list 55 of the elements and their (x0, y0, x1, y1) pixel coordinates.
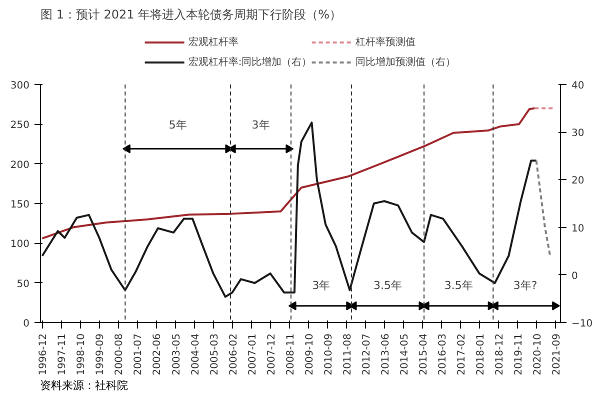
x-tick-label: 2014-05 (399, 333, 410, 376)
y-tick-label: 250 (10, 120, 30, 132)
legend-label: 宏观杠杆率 (188, 36, 238, 49)
annotation: 3年? (513, 279, 538, 292)
x-tick-label: 1996-12 (38, 333, 50, 376)
x-tick-label: 2007-12 (266, 333, 278, 376)
x-tick-label: 2016-03 (437, 333, 448, 376)
legend-label: 同比增加预测值（右） (356, 56, 456, 69)
y2-tick-label: 40 (572, 80, 584, 92)
annotation: 3年 (312, 279, 330, 292)
x-tick-label: 1999-09 (95, 333, 106, 376)
x-tick-label: 2018-01 (475, 333, 486, 376)
x-tick-label: 2007-01 (247, 333, 258, 376)
x-tick-label: 2010-09 (323, 333, 334, 376)
y2-tick-label: 0 (572, 270, 578, 282)
x-tick-label: 2020-10 (532, 333, 544, 376)
x-tick-label: 2005-03 (209, 333, 220, 376)
legend-label: 宏观杠杆率:同比增加（右） (188, 56, 312, 69)
x-tick-label: 2011-08 (342, 333, 354, 376)
line-series (41, 122, 538, 298)
x-tick-label: 2015-04 (418, 333, 430, 376)
text: 资料来源：社科院 (40, 378, 128, 394)
x-tick-label: 1998-10 (76, 333, 88, 376)
x-tick-label: 2006-02 (228, 333, 240, 376)
x-tick-label: 2002-06 (152, 333, 164, 376)
y-tick-label: 0 (23, 318, 30, 330)
y-tick-label: 100 (10, 239, 30, 250)
x-tick-label: 1997-11 (57, 333, 68, 376)
annotation: 3年 (252, 118, 270, 132)
x-tick-label: 2012-07 (361, 333, 372, 376)
x-tick-label: 2021-09 (551, 333, 562, 376)
y2-tick-label: −10 (572, 318, 593, 330)
annotation: 3.5年 (373, 279, 402, 292)
y-tick-label: 50 (16, 278, 30, 290)
chart-title: 图 1：预计 2021 年将进入本轮债务周期下行阶段（%） (40, 8, 342, 22)
x-tick-label: 2017-02 (456, 333, 468, 376)
x-tick-label: 2019-11 (513, 333, 524, 376)
x-tick-label: 2003-05 (171, 333, 182, 376)
y-tick-label: 150 (10, 200, 30, 210)
x-tick-label: 2000-08 (114, 333, 126, 376)
x-tick-label: 2001-07 (133, 333, 144, 376)
x-tick-label: 2008-11 (285, 333, 296, 376)
x-tick-label: 2009-10 (304, 333, 316, 376)
y2-tick-label: 30 (572, 128, 584, 140)
x-tick-label: 2004-04 (190, 333, 202, 376)
annotation: 5年 (168, 118, 187, 132)
y-tick-label: 200 (10, 160, 30, 171)
x-tick-label: 2013-06 (380, 333, 392, 376)
y2-tick-label: 20 (572, 176, 584, 187)
line-series (41, 107, 536, 240)
legend-label: 杠杆率预测值 (356, 36, 416, 49)
annotation: 3.5年 (444, 279, 473, 292)
y-tick-label: 300 (10, 80, 30, 92)
y2-tick-label: 10 (572, 223, 584, 234)
x-tick-label: 2018-12 (494, 333, 506, 376)
